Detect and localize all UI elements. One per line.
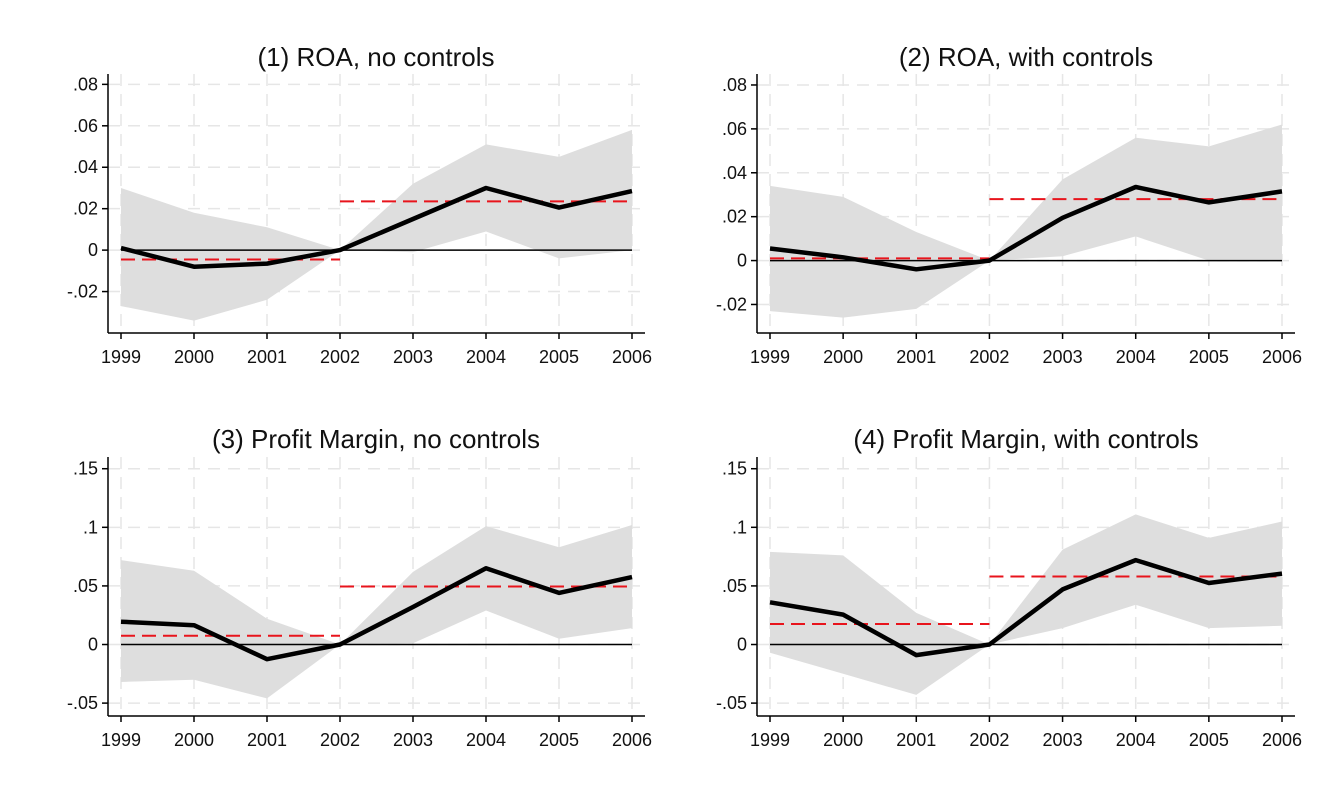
y-tick-label: .05 <box>73 576 98 596</box>
y-tick-label: 0 <box>88 635 98 655</box>
x-tick-label: 2006 <box>1262 730 1302 750</box>
x-tick-label: 2003 <box>1043 730 1083 750</box>
panel-profit-margin-no-controls: (3) Profit Margin, no controls .15 .1 .05 0… <box>67 424 652 750</box>
x-tick-label: 2003 <box>1043 347 1083 367</box>
estimate-line <box>120 566 633 662</box>
x-tick-label: 2004 <box>1116 730 1156 750</box>
x-tick-label: 2001 <box>896 347 936 367</box>
estimate-line <box>769 184 1283 272</box>
x-tick-label: 2005 <box>539 730 579 750</box>
confidence-band <box>770 514 1282 695</box>
x-tick-label: 1999 <box>101 347 141 367</box>
x-tick-label: 2006 <box>612 347 652 367</box>
x-tick-label: 2002 <box>969 730 1009 750</box>
x-tick-label: 2006 <box>612 730 652 750</box>
y-tick-label: .04 <box>722 163 747 183</box>
y-tick-label: -.05 <box>67 693 98 713</box>
x-tick-label: 2001 <box>247 347 287 367</box>
x-tick-label: 2001 <box>896 730 936 750</box>
x-tick-label: 1999 <box>750 730 790 750</box>
y-tick-label: -.02 <box>67 282 98 302</box>
y-tick-label: 0 <box>737 635 747 655</box>
x-tick-label: 1999 <box>750 347 790 367</box>
y-tick-label: .15 <box>722 459 747 479</box>
estimate-line <box>120 185 633 269</box>
x-tick-label: 2002 <box>320 347 360 367</box>
panel-title: (2) ROA, with controls <box>899 42 1153 72</box>
panel-title: (3) Profit Margin, no controls <box>212 424 540 454</box>
x-tick-label: 2003 <box>393 347 433 367</box>
x-tick-label: 2000 <box>823 347 863 367</box>
x-tick-label: 2001 <box>247 730 287 750</box>
confidence-band <box>121 129 632 321</box>
panel-profit-margin-with-controls: (4) Profit Margin, with controls .15 .1 .0… <box>716 424 1302 750</box>
x-tick-label: 2005 <box>1189 730 1229 750</box>
x-tick-label: 2005 <box>539 347 579 367</box>
y-tick-label: .04 <box>73 157 98 177</box>
x-tick-label: 2000 <box>823 730 863 750</box>
y-tick-label: .08 <box>722 75 747 95</box>
y-tick-label: .1 <box>83 517 98 537</box>
panel-roa-with-controls: (2) ROA, with controls .08 .06 .04 .02 0 -.02… <box>716 42 1302 367</box>
y-tick-label: .02 <box>722 207 747 227</box>
y-tick-label: .15 <box>73 459 98 479</box>
x-tick-label: 2002 <box>969 347 1009 367</box>
x-tick-label: 2004 <box>1116 347 1156 367</box>
estimate-line <box>769 557 1283 658</box>
x-tick-label: 2003 <box>393 730 433 750</box>
x-tick-label: 2004 <box>466 730 506 750</box>
x-tick-label: 2002 <box>320 730 360 750</box>
y-tick-label: .02 <box>73 199 98 219</box>
x-tick-label: 2000 <box>174 347 214 367</box>
y-tick-label: 0 <box>88 240 98 260</box>
panel-title: (4) Profit Margin, with controls <box>853 424 1198 454</box>
y-tick-label: .08 <box>73 74 98 94</box>
x-tick-label: 1999 <box>101 730 141 750</box>
x-tick-label: 2006 <box>1262 347 1302 367</box>
y-tick-label: -.05 <box>716 693 747 713</box>
y-tick-label: .05 <box>722 576 747 596</box>
y-tick-label: .1 <box>732 517 747 537</box>
y-tick-label: 0 <box>737 251 747 271</box>
x-tick-label: 2005 <box>1189 347 1229 367</box>
panel-title: (1) ROA, no controls <box>258 42 495 72</box>
confidence-band <box>121 525 632 699</box>
panel-roa-no-controls: (1) ROA, no controls .08 .06 .04 .02 0 -.02 19… <box>67 42 652 367</box>
y-tick-label: -.02 <box>716 294 747 314</box>
confidence-band <box>770 124 1282 318</box>
y-tick-label: .06 <box>73 116 98 136</box>
x-tick-label: 2000 <box>174 730 214 750</box>
y-tick-label: .06 <box>722 119 747 139</box>
x-tick-label: 2004 <box>466 347 506 367</box>
